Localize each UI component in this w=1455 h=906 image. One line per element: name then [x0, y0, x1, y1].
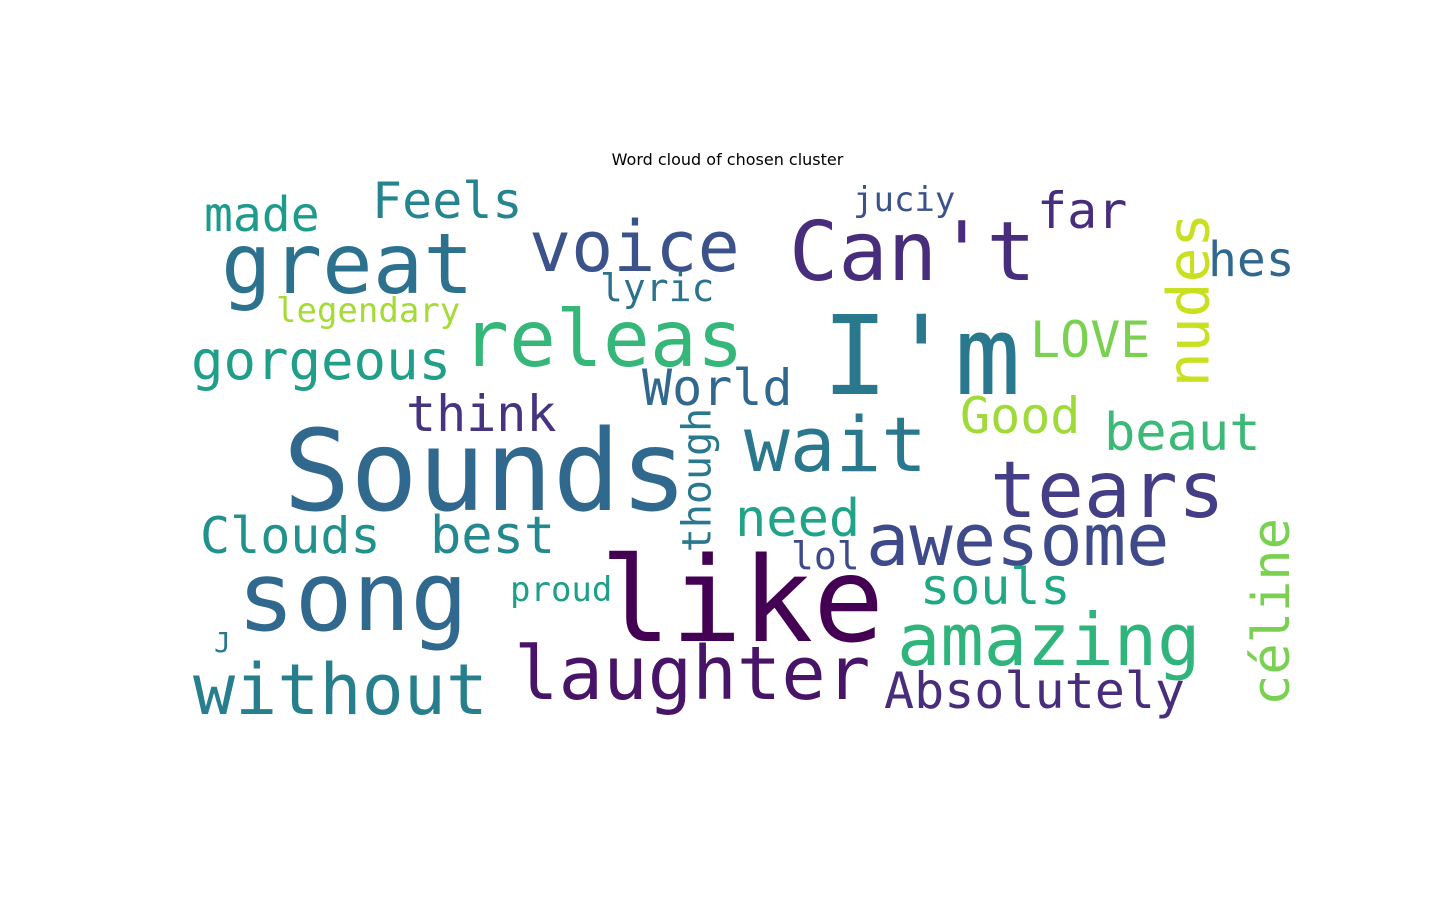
cloud-word: beaut [1104, 403, 1261, 463]
cloud-word: souls [920, 558, 1071, 616]
cloud-word: lyric [600, 266, 715, 310]
cloud-word: voice [529, 206, 740, 288]
cloud-word: like [600, 531, 885, 669]
cloud-word: legendary [276, 291, 461, 331]
cloud-word: though [673, 407, 720, 553]
cloud-word: Sounds [283, 407, 688, 537]
cloud-word: awesome [866, 498, 1170, 582]
cloud-word: amazing [897, 598, 1201, 682]
cloud-word: céline [1241, 518, 1302, 706]
cloud-word: without [193, 649, 489, 731]
cloud-word: World [642, 359, 793, 417]
cloud-word: wait [744, 400, 928, 489]
cloud-word: LOVE [1030, 311, 1151, 369]
cloud-word: song [237, 541, 469, 653]
cloud-word: Clouds [200, 507, 381, 565]
cloud-word: juciy [853, 180, 956, 220]
cloud-word: Good [960, 387, 1081, 445]
cloud-word: think [406, 385, 557, 443]
cloud-word: I'm [822, 292, 1021, 420]
cloud-word: tears [990, 446, 1225, 536]
cloud-word: Feels [372, 172, 523, 230]
cloud-word: hes [1208, 232, 1295, 288]
cloud-word: releas [462, 295, 744, 385]
cloud-word: best [430, 506, 556, 566]
cloud-word: Can't [789, 205, 1036, 300]
cloud-word: proud [510, 570, 613, 610]
cloud-word: lol [791, 534, 860, 578]
cloud-word: great [221, 215, 474, 313]
cloud-word: made [204, 187, 320, 243]
cloud-word: Absolutely [884, 662, 1186, 720]
cloud-word: laughter [514, 631, 871, 717]
chart-title: Word cloud of chosen cluster [611, 150, 844, 169]
cloud-word: J [214, 626, 231, 659]
cloud-word: gorgeous [191, 329, 452, 392]
cloud-word: far [1037, 182, 1128, 240]
cloud-word: need [735, 489, 861, 549]
